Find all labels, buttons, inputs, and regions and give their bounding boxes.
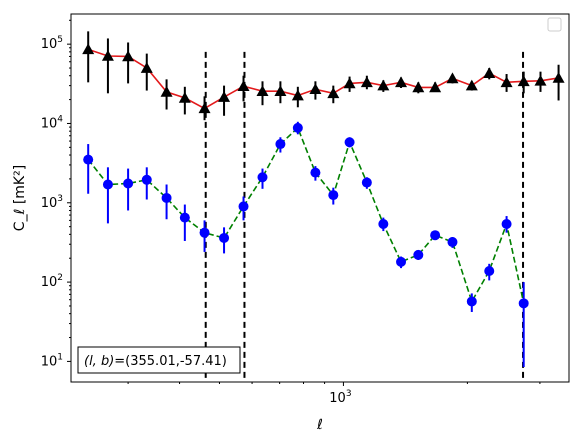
annotation-box: (l, b)=(355.01,-57.41)	[77, 346, 241, 374]
data-point-circle	[102, 179, 113, 190]
data-point-triangle	[218, 91, 231, 102]
axis-ticks: 101 102 103 104 105 103	[41, 19, 541, 406]
data-point-circle	[396, 256, 407, 267]
data-point-triangle	[256, 85, 269, 97]
data-point-circle	[275, 139, 286, 150]
y-axis-label: C_ℓ [mK²]	[12, 165, 28, 231]
data-point-triangle	[552, 71, 565, 83]
legend-box	[547, 17, 562, 32]
data-point-triangle	[534, 74, 547, 86]
data-point-triangle	[500, 76, 513, 88]
data-point-circle	[378, 219, 389, 230]
data-point-circle	[484, 266, 495, 277]
data-point-circle	[501, 219, 512, 230]
data-point-triangle	[483, 67, 496, 79]
data-point-circle	[430, 230, 441, 241]
data-point-triangle	[160, 85, 173, 97]
data-point-circle	[141, 174, 152, 185]
data-point-circle	[361, 177, 372, 188]
data-point-triangle	[395, 76, 408, 88]
data-point-triangle	[429, 81, 442, 93]
y-tick-label: 102	[41, 273, 63, 290]
series-2	[83, 121, 529, 368]
data-point-circle	[123, 178, 134, 189]
data-point-triangle	[140, 62, 153, 73]
y-tick-label: 101	[41, 352, 63, 369]
data-point-circle	[161, 192, 172, 203]
svg-text:(l, b)=(355.01,-57.41): (l, b)=(355.01,-57.41)	[84, 354, 227, 369]
data-point-circle	[219, 232, 230, 243]
x-tick-label: 103	[329, 389, 351, 406]
data-point-circle	[179, 212, 190, 223]
x-axis-label: ℓ	[316, 417, 323, 433]
data-point-circle	[83, 154, 94, 165]
annotation-value: =(355.01,-57.41)	[114, 354, 227, 369]
data-point-circle	[310, 167, 321, 178]
data-point-circle	[344, 137, 355, 148]
data-point-triangle	[198, 102, 211, 114]
y-tick-label: 104	[41, 114, 64, 131]
series-1	[82, 31, 565, 121]
data-point-triangle	[517, 75, 530, 87]
data-point-circle	[257, 172, 268, 183]
plot-frame	[70, 13, 570, 383]
data-point-triangle	[82, 43, 95, 55]
data-point-triangle	[101, 49, 114, 61]
data-point-triangle	[274, 85, 287, 97]
data-point-triangle	[377, 79, 390, 91]
data-point-circle	[328, 190, 339, 201]
data-point-triangle	[122, 50, 135, 62]
data-point-circle	[447, 237, 458, 248]
y-tick-label: 103	[41, 194, 63, 211]
data-point-circle	[238, 201, 249, 212]
data-point-triangle	[412, 81, 425, 93]
data-point-circle	[466, 296, 477, 307]
data-point-triangle	[343, 77, 356, 89]
data-point-circle	[413, 249, 424, 260]
data-point-triangle	[327, 87, 340, 99]
data-point-triangle	[237, 80, 250, 92]
data-point-circle	[518, 298, 529, 309]
data-point-triangle	[446, 72, 459, 84]
data-point-circle	[199, 227, 210, 238]
series-layer	[82, 31, 565, 368]
annotation-prefix: (l, b)	[84, 354, 114, 369]
data-point-triangle	[309, 83, 322, 95]
data-point-triangle	[178, 91, 191, 103]
data-point-circle	[292, 122, 303, 133]
data-point-triangle	[465, 79, 478, 91]
y-tick-label: 105	[41, 35, 63, 52]
data-point-triangle	[291, 89, 304, 101]
data-point-triangle	[360, 76, 373, 88]
